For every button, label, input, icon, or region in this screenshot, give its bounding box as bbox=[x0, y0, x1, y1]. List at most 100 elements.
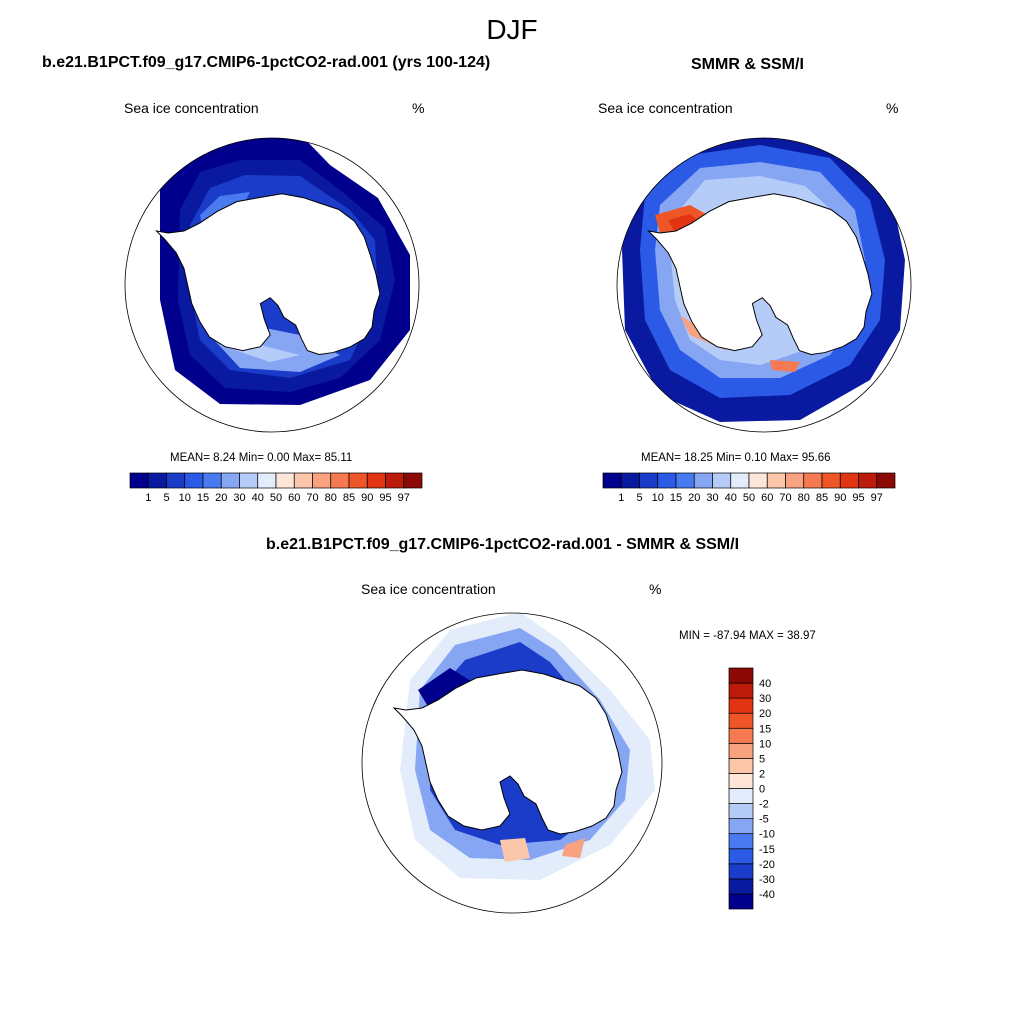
colorbar-swatch bbox=[602, 472, 622, 489]
colorbar-swatch bbox=[728, 742, 754, 759]
panel-model-stats: MEAN= 8.24 Min= 0.00 Max= 85.11 bbox=[170, 452, 353, 464]
panel-diff-stats: MIN = -87.94 MAX = 38.97 bbox=[679, 630, 816, 642]
colorbar-swatch bbox=[147, 472, 167, 489]
colorbar-tick-label: 60 bbox=[761, 492, 773, 504]
colorbar-swatch bbox=[728, 863, 754, 880]
colorbar-obs: 1 5 10 15 20 30 40 50 60 70 80 85 90 95 97 bbox=[602, 472, 896, 504]
colorbar-tick-label: -20 bbox=[759, 859, 775, 871]
colorbar-model: 1 5 10 15 20 30 40 50 60 70 80 85 90 95 97 bbox=[129, 472, 423, 504]
colorbar-swatch bbox=[657, 472, 677, 489]
panel-model-title: b.e21.B1PCT.f09_g17.CMIP6-1pctCO2-rad.00… bbox=[42, 54, 491, 71]
colorbar-tick-label: 10 bbox=[179, 492, 191, 504]
colorbar-tick-label: 40 bbox=[725, 492, 737, 504]
colorbar-swatch bbox=[728, 833, 754, 850]
colorbar-tick-label: 15 bbox=[759, 723, 771, 735]
panel-model-variable: Sea ice concentration bbox=[124, 100, 259, 116]
colorbar-swatch bbox=[330, 472, 350, 489]
colorbar-tick-label: -2 bbox=[759, 799, 769, 811]
colorbar-swatch bbox=[639, 472, 659, 489]
colorbar-tick-label: 85 bbox=[816, 492, 828, 504]
colorbar-swatch bbox=[312, 472, 332, 489]
diff-ross-pos bbox=[500, 838, 530, 862]
colorbar-tick-label: 90 bbox=[361, 492, 373, 504]
colorbar-swatch bbox=[403, 472, 423, 489]
colorbar-swatch bbox=[728, 893, 754, 910]
panel-diff-units: % bbox=[649, 581, 662, 597]
panel-obs-units: % bbox=[886, 100, 899, 116]
colorbar-swatch bbox=[730, 472, 750, 489]
map-diff bbox=[361, 612, 663, 914]
colorbar-swatch bbox=[275, 472, 295, 489]
colorbar-swatch bbox=[129, 472, 149, 489]
colorbar-swatch bbox=[620, 472, 640, 489]
figure-title: DJF bbox=[486, 14, 538, 45]
colorbar-swatch bbox=[728, 682, 754, 699]
colorbar-tick-label: 70 bbox=[306, 492, 318, 504]
colorbar-tick-label: 1 bbox=[145, 492, 151, 504]
colorbar-swatch bbox=[821, 472, 841, 489]
colorbar-swatch bbox=[728, 773, 754, 789]
colorbar-tick-label: 70 bbox=[779, 492, 791, 504]
colorbar-swatch bbox=[693, 472, 713, 489]
colorbar-swatch bbox=[803, 472, 823, 489]
colorbar-swatch bbox=[728, 818, 754, 835]
colorbar-tick-label: 50 bbox=[743, 492, 755, 504]
panel-model-units: % bbox=[412, 100, 425, 116]
colorbar-tick-label: 20 bbox=[215, 492, 227, 504]
colorbar-tick-label: -10 bbox=[759, 829, 775, 841]
colorbar-swatch bbox=[712, 472, 732, 489]
colorbar-swatch bbox=[728, 712, 754, 729]
colorbar-tick-label: 5 bbox=[759, 753, 765, 765]
colorbar-tick-label: 90 bbox=[834, 492, 846, 504]
colorbar-swatch bbox=[748, 472, 768, 489]
panel-obs-title: SMMR & SSM/I bbox=[691, 56, 804, 73]
colorbar-swatch bbox=[366, 472, 386, 489]
colorbar-swatch bbox=[257, 472, 277, 489]
colorbar-swatch bbox=[166, 472, 186, 489]
panel-obs-variable: Sea ice concentration bbox=[598, 100, 733, 116]
colorbar-tick-label: 30 bbox=[759, 693, 771, 705]
colorbar-tick-label: 95 bbox=[852, 492, 864, 504]
colorbar-tick-label: 97 bbox=[871, 492, 883, 504]
colorbar-swatch bbox=[728, 788, 754, 804]
colorbar-swatch bbox=[385, 472, 405, 489]
colorbar-tick-label: 10 bbox=[652, 492, 664, 504]
colorbar-swatch bbox=[728, 878, 754, 895]
colorbar-tick-label: 2 bbox=[759, 768, 765, 780]
colorbar-swatch bbox=[785, 472, 805, 489]
colorbar-swatch bbox=[202, 472, 222, 489]
panel-obs-stats: MEAN= 18.25 Min= 0.10 Max= 95.66 bbox=[641, 452, 831, 464]
colorbar-swatch bbox=[728, 758, 754, 774]
colorbar-tick-label: 15 bbox=[197, 492, 209, 504]
colorbar-tick-label: 80 bbox=[798, 492, 810, 504]
colorbar-swatch bbox=[858, 472, 878, 489]
colorbar-swatch bbox=[184, 472, 204, 489]
colorbar-tick-label: 40 bbox=[759, 678, 771, 690]
map-model-boundary bbox=[124, 137, 420, 433]
colorbar-tick-label: 10 bbox=[759, 738, 771, 750]
colorbar-swatch bbox=[728, 848, 754, 865]
colorbar-tick-label: 5 bbox=[163, 492, 169, 504]
colorbar-tick-label: 80 bbox=[325, 492, 337, 504]
colorbar-swatch bbox=[675, 472, 695, 489]
map-model bbox=[124, 137, 420, 433]
ice-east-high bbox=[770, 360, 800, 372]
colorbar-swatch bbox=[839, 472, 859, 489]
colorbar-tick-label: -30 bbox=[759, 874, 775, 886]
colorbar-tick-label: -40 bbox=[759, 889, 775, 901]
colorbar-swatch bbox=[239, 472, 259, 489]
colorbar-tick-label: 97 bbox=[398, 492, 410, 504]
colorbar-swatch bbox=[728, 667, 754, 684]
diff-east-pos bbox=[562, 838, 585, 858]
map-obs bbox=[616, 137, 912, 433]
colorbar-swatch bbox=[728, 727, 754, 744]
map-obs-boundary bbox=[616, 137, 912, 433]
colorbar-swatch bbox=[220, 472, 240, 489]
colorbar-tick-label: 40 bbox=[252, 492, 264, 504]
colorbar-tick-label: 85 bbox=[343, 492, 355, 504]
colorbar-tick-label: -15 bbox=[759, 844, 775, 856]
colorbar-tick-label: 15 bbox=[670, 492, 682, 504]
colorbar-swatch bbox=[766, 472, 786, 489]
